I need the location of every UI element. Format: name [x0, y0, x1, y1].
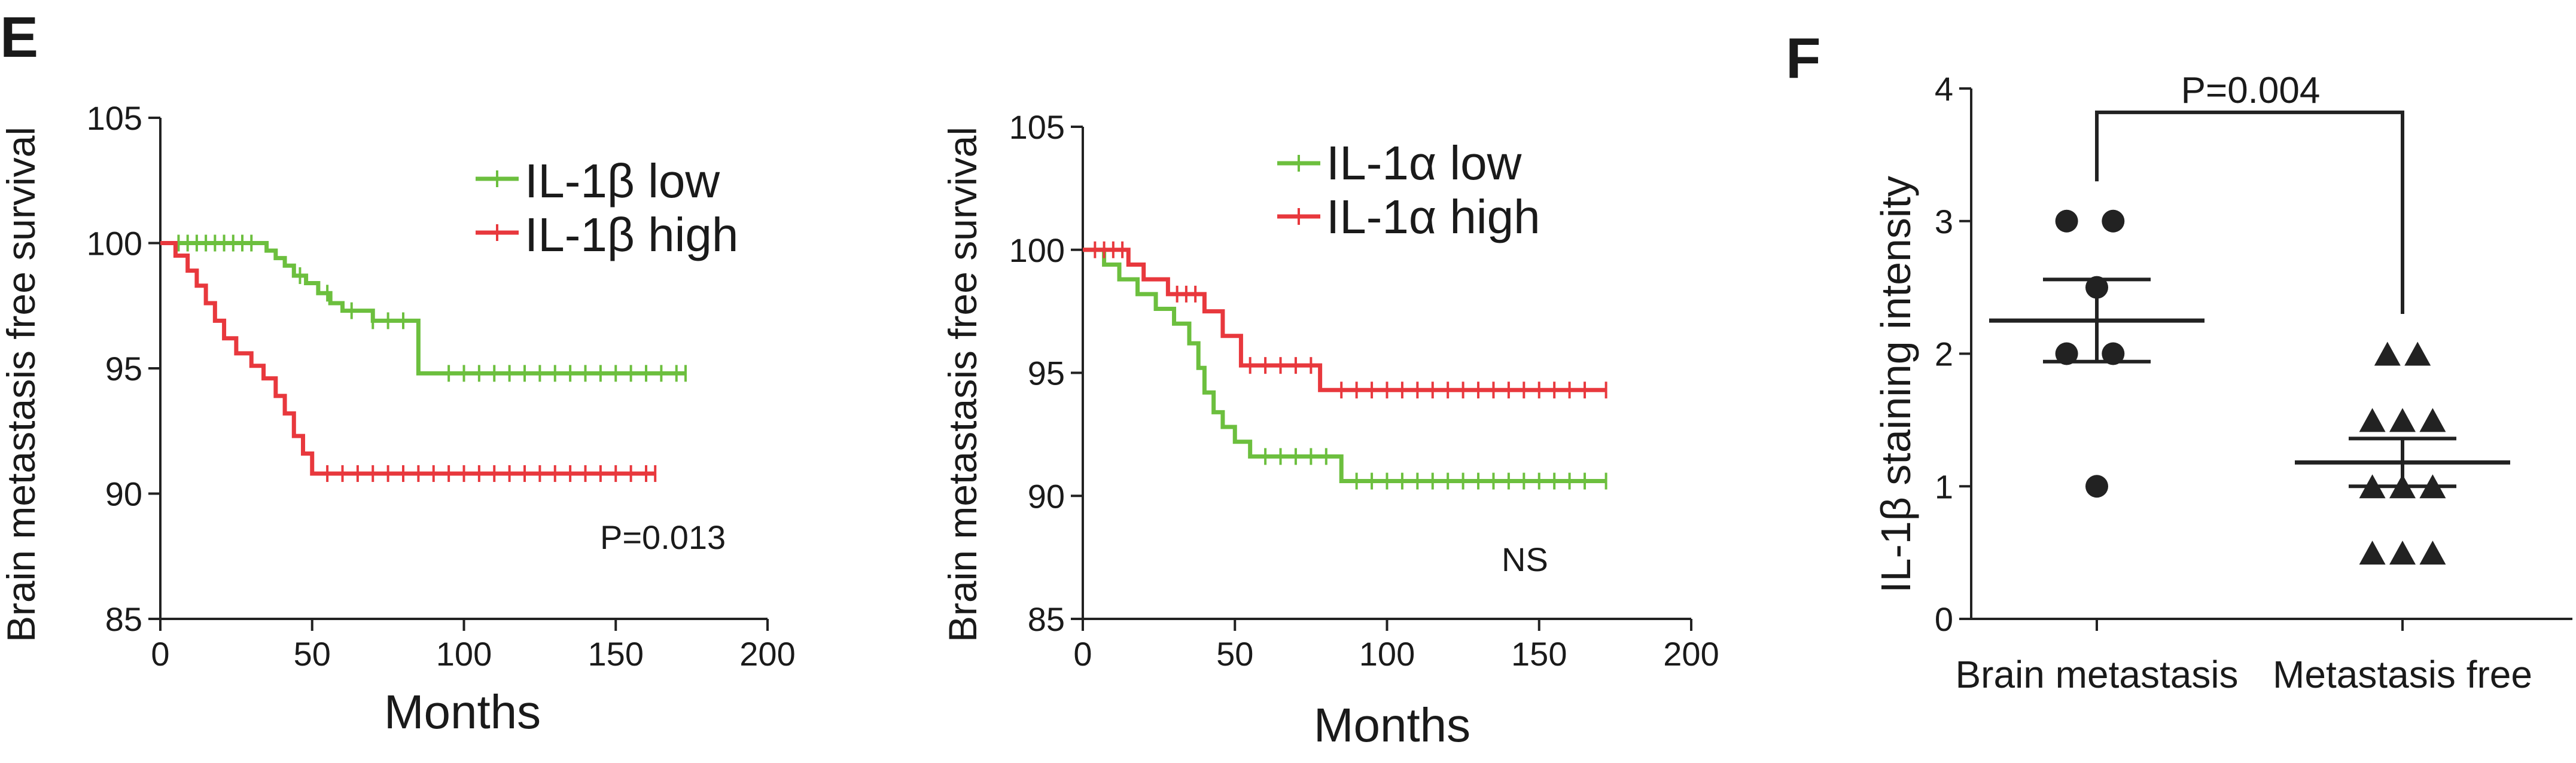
panel-label-f: F	[1786, 26, 1821, 90]
series-line-1	[1083, 248, 1606, 392]
survival-chart-il1b: E Brain metastasis free survival Months …	[0, 5, 796, 738]
x-tick-label: 200	[1663, 635, 1719, 673]
data-point	[2419, 408, 2446, 432]
x-tick-label: 50	[294, 635, 331, 673]
y-tick-label: 2	[1935, 335, 1953, 373]
y-tick-label: 3	[1935, 203, 1953, 240]
x-tick-label-metastasis-free: Metastasis free	[2273, 653, 2532, 696]
p-value-annotation: P=0.013	[600, 518, 726, 556]
x-tick-label: 150	[1511, 635, 1567, 673]
p-value-annotation: P=0.004	[2181, 70, 2321, 111]
y-tick-label: 90	[105, 475, 142, 513]
y-tick-label: 90	[1028, 477, 1065, 515]
y-tick-label: 100	[1009, 231, 1065, 269]
y-tick-label: 95	[1028, 355, 1065, 392]
data-point	[2389, 408, 2416, 432]
significance-bracket	[2095, 110, 2404, 314]
x-tick-label: 100	[436, 635, 492, 673]
data-point	[2085, 475, 2108, 498]
data-point	[2055, 209, 2078, 233]
data-point	[2374, 341, 2401, 366]
panel-label-e: E	[0, 5, 38, 69]
x-axis-title: Months	[1314, 698, 1470, 752]
y-axis-title: IL-1β staining intensity	[1872, 176, 1919, 593]
y-tick-label: 4	[1935, 70, 1953, 108]
legend-label-il1a-low: IL-1α low	[1326, 136, 1522, 190]
y-axis-title: Brain metastasis free survival	[940, 127, 985, 642]
data-point	[2359, 408, 2386, 432]
staining-scatter-chart: F IL-1β staining intensity Brain metasta…	[1786, 26, 2572, 696]
y-tick-label: 105	[87, 99, 142, 137]
legend-label-il1b-high: IL-1β high	[525, 208, 738, 261]
y-tick-label: 85	[105, 600, 142, 638]
y-axis-title: Brain metastasis free survival	[0, 127, 43, 642]
data-point	[2389, 541, 2416, 565]
x-tick-label: 150	[588, 635, 644, 673]
x-tick-label: 0	[1073, 635, 1092, 673]
x-axis-title: Months	[384, 685, 541, 738]
survival-chart-il1a: Brain metastasis free survival Months NS…	[940, 108, 1719, 752]
series-line-1	[160, 241, 656, 476]
x-tick-label: 50	[1216, 635, 1253, 673]
data-point	[2419, 541, 2446, 565]
y-tick-label: 105	[1009, 108, 1065, 146]
y-tick-label: 0	[1935, 600, 1953, 638]
data-point	[2102, 342, 2125, 365]
data-point	[2404, 341, 2431, 366]
data-point	[2359, 541, 2386, 565]
ns-annotation: NS	[1502, 541, 1548, 578]
data-point	[2102, 209, 2125, 233]
y-tick-label: 85	[1028, 600, 1065, 638]
y-tick-label: 100	[87, 225, 142, 263]
y-tick-label: 95	[105, 350, 142, 387]
x-tick-label: 0	[151, 635, 169, 673]
legend-label-il1b-low: IL-1β low	[525, 154, 720, 207]
series-line-0	[1083, 248, 1606, 484]
data-point	[2055, 342, 2078, 365]
y-tick-label: 1	[1935, 468, 1953, 505]
x-tick-label: 200	[739, 635, 795, 673]
x-tick-label: 100	[1359, 635, 1415, 673]
x-tick-label-brain-metastasis: Brain metastasis	[1955, 653, 2238, 696]
legend-label-il1a-high: IL-1α high	[1326, 190, 1540, 243]
